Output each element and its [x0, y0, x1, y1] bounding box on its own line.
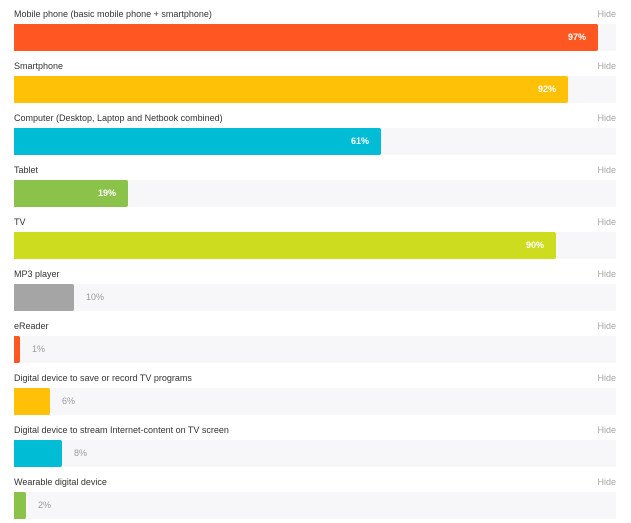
bar-row: Computer (Desktop, Laptop and Netbook co… [0, 104, 631, 156]
category-label: Computer (Desktop, Laptop and Netbook co… [14, 113, 223, 123]
value-label: 1% [32, 344, 46, 354]
bar [14, 232, 556, 259]
hide-button[interactable]: Hide [597, 269, 616, 279]
bar [14, 336, 20, 363]
category-label: Wearable digital device [14, 477, 107, 487]
bar-row: eReader Hide 1% [0, 312, 631, 364]
value-label: 19% [97, 188, 116, 198]
category-label: TV [14, 217, 26, 227]
bar [14, 388, 50, 415]
bar-track: 10% [14, 284, 616, 311]
hide-button[interactable]: Hide [597, 321, 616, 331]
value-label: 2% [38, 500, 52, 510]
category-label: eReader [14, 321, 49, 331]
bar-track: 19% [14, 180, 616, 207]
hide-button[interactable]: Hide [597, 9, 616, 19]
bar-track: 97% [14, 24, 616, 51]
value-label: 90% [525, 240, 544, 250]
category-label: Tablet [14, 165, 39, 175]
bar-row: TV Hide 90% [0, 208, 631, 260]
bar-row: Smartphone Hide 92% [0, 52, 631, 104]
value-label: 10% [86, 292, 105, 302]
bar [14, 128, 381, 155]
hide-button[interactable]: Hide [597, 425, 616, 435]
category-label: Digital device to save or record TV prog… [14, 373, 192, 383]
hide-button[interactable]: Hide [597, 373, 616, 383]
bar [14, 76, 568, 103]
bar-track: 90% [14, 232, 616, 259]
bar [14, 492, 26, 519]
hide-button[interactable]: Hide [597, 477, 616, 487]
bar-row: Mobile phone (basic mobile phone + smart… [0, 0, 631, 52]
bar-row: Digital device to save or record TV prog… [0, 364, 631, 416]
bar [14, 440, 62, 467]
category-label: Digital device to stream Internet-conten… [14, 425, 229, 435]
bar-track: 92% [14, 76, 616, 103]
value-label: 6% [62, 396, 76, 406]
bar-track: 1% [14, 336, 616, 363]
bar [14, 180, 128, 207]
bar-track: 6% [14, 388, 616, 415]
value-label: 61% [350, 136, 369, 146]
bar [14, 24, 598, 51]
value-label: 92% [537, 84, 556, 94]
bar-row: MP3 player Hide 10% [0, 260, 631, 312]
bar [14, 284, 74, 311]
value-label: 97% [567, 32, 586, 42]
hide-button[interactable]: Hide [597, 165, 616, 175]
bar-row: Tablet Hide 19% [0, 156, 631, 208]
bar-track: 8% [14, 440, 616, 467]
bar-row: Digital device to stream Internet-conten… [0, 416, 631, 468]
category-label: Smartphone [14, 61, 64, 71]
hide-button[interactable]: Hide [597, 113, 616, 123]
bar-track: 2% [14, 492, 616, 519]
bar-track: 61% [14, 128, 616, 155]
hide-button[interactable]: Hide [597, 61, 616, 71]
category-label: Mobile phone (basic mobile phone + smart… [14, 9, 212, 19]
value-label: 8% [74, 448, 88, 458]
hide-button[interactable]: Hide [597, 217, 616, 227]
bar-row: Wearable digital device Hide 2% [0, 468, 631, 520]
category-label: MP3 player [14, 269, 60, 279]
